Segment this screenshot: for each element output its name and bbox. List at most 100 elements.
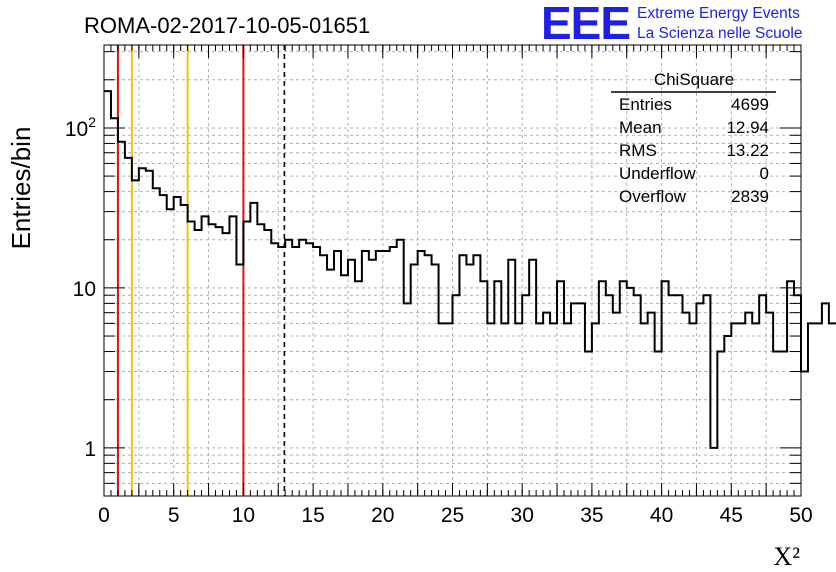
histogram-bin (634, 295, 641, 496)
histogram-bin (355, 281, 362, 496)
histogram-bin (250, 203, 257, 496)
x-tick-label: 10 (232, 504, 255, 527)
y-tick-label: 10 (73, 278, 96, 301)
histogram-bin (118, 142, 125, 496)
stats-label-entries: Entries (619, 95, 672, 114)
histogram-bin (620, 281, 627, 496)
stats-value-entries: 4699 (731, 95, 769, 114)
histogram-bin (501, 323, 508, 496)
x-tick-label: 0 (98, 504, 110, 527)
x-tick-label: 15 (301, 504, 324, 527)
histogram-bin (376, 251, 383, 496)
histogram-bin (710, 448, 717, 496)
y-axis-title: Entries/bin (6, 127, 36, 250)
histogram-bin (111, 118, 118, 496)
histogram-bin (369, 260, 376, 496)
histogram-bin (627, 288, 634, 496)
histogram-bin (404, 303, 411, 496)
histogram-bin (348, 260, 355, 496)
histogram-bin (801, 372, 808, 496)
histogram-bin (543, 313, 550, 496)
histogram-bin (390, 247, 397, 496)
x-tick-label: 5 (168, 504, 180, 527)
histogram-bin (292, 247, 299, 496)
histogram-bin (703, 295, 710, 496)
x-axis-title: X² (773, 542, 800, 571)
histogram-bin (222, 233, 229, 496)
histogram-bin (320, 255, 327, 496)
stats-label-rms: RMS (619, 141, 657, 160)
histogram-bin (683, 313, 690, 496)
histogram-bin (717, 352, 724, 496)
histogram-bin (446, 323, 453, 496)
histogram-bin (655, 352, 662, 496)
histogram-bin (188, 222, 195, 496)
histogram-bin (689, 323, 696, 496)
histogram-bin (592, 323, 599, 496)
histogram-bin (745, 313, 752, 496)
histogram-bin (271, 243, 278, 496)
histogram-bin (578, 303, 585, 496)
x-tick-label: 20 (371, 504, 394, 527)
histogram-bin (606, 295, 613, 496)
histogram-bin (362, 251, 369, 496)
histogram-bin (243, 222, 250, 496)
histogram-bin (808, 323, 815, 496)
histogram-bin (599, 281, 606, 496)
histogram-bin (125, 158, 132, 496)
x-tick-label: 40 (650, 504, 673, 527)
histogram-bin (257, 224, 264, 496)
histogram-bin (397, 240, 404, 496)
x-tick-label: 30 (511, 504, 534, 527)
histogram-bin (480, 281, 487, 496)
histogram-bin (453, 295, 460, 496)
y-tick-label: 1 (84, 438, 96, 461)
histogram-bin (216, 227, 223, 496)
histogram-bin (425, 255, 432, 496)
histogram-bin (815, 323, 822, 496)
histogram-bin (585, 352, 592, 496)
histogram-bin (522, 295, 529, 496)
histogram-bin (662, 281, 669, 496)
histogram-bin (160, 195, 167, 496)
histogram-bin (571, 303, 578, 496)
histogram-bin (132, 180, 139, 496)
histogram-bin (383, 251, 390, 496)
histogram-bin (181, 205, 188, 496)
histogram-bin (696, 303, 703, 496)
stats-value-mean: 12.94 (726, 118, 769, 137)
histogram-bin (515, 323, 522, 496)
histogram-bin (341, 275, 348, 496)
histogram-bin (794, 295, 801, 496)
histogram-bin (613, 313, 620, 496)
y-tick-label: 102 (65, 114, 96, 141)
histogram-bin (822, 303, 829, 496)
histogram-bin (738, 323, 745, 496)
histogram-bin (264, 230, 271, 496)
histogram-bin (508, 260, 515, 496)
histogram-bin (432, 265, 439, 496)
x-tick-label: 50 (789, 504, 812, 527)
histogram-bin (229, 216, 236, 496)
x-tick-label: 25 (441, 504, 464, 527)
histogram-bin (829, 323, 836, 496)
x-tick-label: 35 (580, 504, 603, 527)
histogram-bin (334, 251, 341, 496)
histogram-bin (411, 265, 418, 496)
histogram-bin (487, 323, 494, 496)
stats-label-mean: Mean (619, 118, 662, 137)
stats-value-underflow: 0 (760, 164, 769, 183)
histogram-bin (773, 352, 780, 496)
histogram-bin (731, 323, 738, 496)
histogram-bin (278, 247, 285, 496)
x-tick-label: 45 (720, 504, 743, 527)
stats-box: ChiSquare Entries 4699 Mean 12.94 RMS 13… (611, 70, 776, 206)
histogram-bin (195, 230, 202, 496)
histogram-bin (209, 224, 216, 496)
histogram-bin (299, 240, 306, 496)
histogram-bin (641, 323, 648, 496)
histogram-bin (313, 247, 320, 496)
histogram-bin (669, 295, 676, 496)
stats-label-overflow: Overflow (619, 187, 687, 206)
histogram-bin (285, 240, 292, 496)
